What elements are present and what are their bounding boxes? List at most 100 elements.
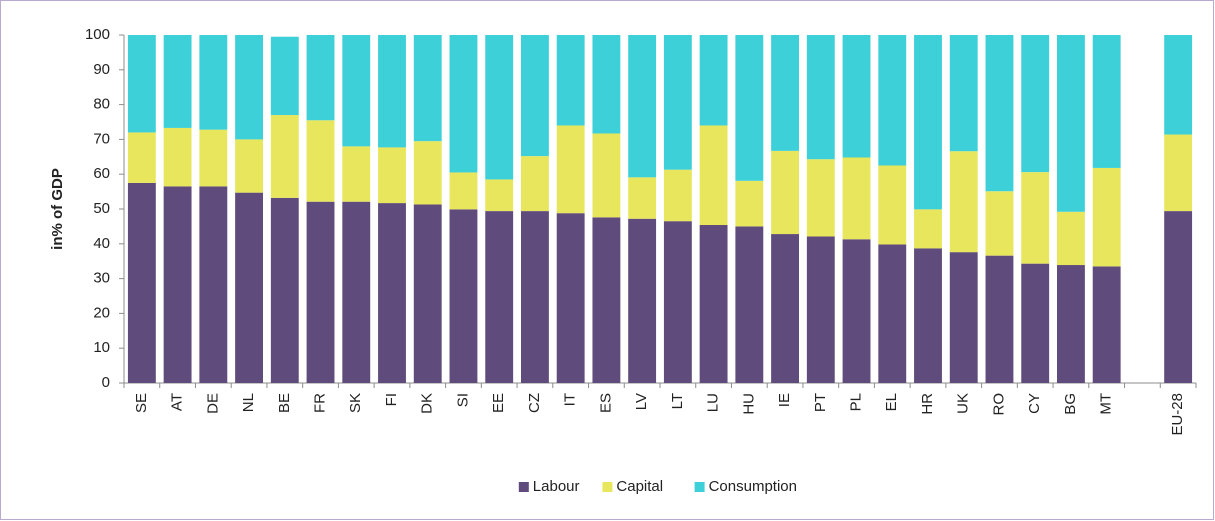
bar-segment [163,186,192,383]
bar-segment [235,139,264,193]
bar-segment [699,125,728,226]
bar-segment [949,35,978,152]
x-tick-label: BE [276,393,293,413]
bar-segment [806,159,835,237]
bar-segment [556,125,585,214]
bar-segment [985,35,1014,192]
bar-segment [127,35,156,133]
y-tick-label: 10 [93,339,110,356]
bar-segment [628,218,657,383]
bar-segment [771,35,800,151]
bar-segment [1056,211,1085,266]
x-tick-label: EE [490,393,507,413]
y-tick-label: 50 [93,200,110,217]
x-tick-label: PL [848,393,865,411]
bar-segment [914,209,942,249]
bar-segment [1021,172,1050,264]
x-tick-label: BG [1062,393,1079,415]
x-tick-label: DK [419,393,436,414]
x-tick-label: LT [669,393,686,409]
legend-swatch [602,482,613,492]
bar-segment [1164,211,1193,383]
x-tick-label: DE [204,393,221,414]
legend-swatch [518,482,529,492]
bar-segment [199,35,228,130]
bar-segment [628,177,657,219]
bar-segment [1021,263,1050,383]
bar-segment [306,35,335,121]
y-tick-label: 100 [85,26,110,43]
x-tick-label: CZ [526,393,543,413]
bar-segment [663,169,692,222]
y-tick-label: 60 [93,165,110,182]
bar-segment [378,203,406,383]
x-tick-label: NL [240,393,257,412]
bar-segment [163,35,192,128]
bar-segment [449,172,478,210]
x-tick-label: RO [990,393,1007,416]
x-tick-label: PT [812,393,829,412]
bar-segment [985,191,1014,256]
bar-segment [556,35,585,126]
x-tick-label: AT [169,393,186,411]
legend-label: Labour [533,478,580,495]
x-tick-label: FI [383,393,400,406]
bar-segment [735,35,764,181]
bar-segment [485,35,514,180]
bar-segment [413,35,442,142]
x-tick-label: EL [883,393,900,411]
bar-segment [699,35,728,126]
x-tick-label: EU-28 [1169,393,1186,436]
bar-segment [1164,35,1193,135]
bar-segment [485,211,514,383]
legend-label: Capital [616,478,663,495]
bar-segment [306,120,335,202]
bar-segment [342,146,371,202]
bar-segment [771,150,800,235]
x-tick-label: HU [740,393,757,415]
bar-segment [1092,35,1121,168]
bar-segment [413,141,442,205]
bar-segment [449,209,478,383]
x-tick-label: IT [562,393,579,406]
bar-segment [592,35,621,134]
x-tick-label: CY [1026,393,1043,414]
bar-segment [520,156,549,212]
bar-segment [878,165,907,245]
y-tick-label: 0 [102,374,110,391]
bar-segment [771,234,800,383]
bar-segment [1056,35,1085,212]
bar-segment [235,35,264,140]
bar-segment [878,35,907,166]
y-axis-label: in% of GDP [49,168,66,250]
bar-segment [949,151,978,253]
x-tick-label: UK [955,393,972,414]
x-tick-label: LU [705,393,722,412]
bar-segment [806,35,835,160]
bar-segment [878,244,907,383]
bar-segment [949,252,978,383]
x-tick-label: ES [597,393,614,413]
bar-segment [842,239,871,383]
bar-segment [235,192,264,383]
legend-label: Consumption [709,478,797,495]
bar-segment [842,35,871,158]
bar-segment [663,35,692,170]
x-tick-label: HR [919,393,936,415]
bar-segment [378,147,406,204]
bar-segment [342,201,371,383]
bar-segment [342,35,371,147]
y-tick-label: 40 [93,235,110,252]
bar-segment [127,132,156,183]
bar-segment [592,217,621,383]
bar-segment [985,255,1014,383]
bar-segment [163,127,192,187]
x-tick-label: SI [454,393,471,407]
bar-segment [1056,265,1085,383]
bar-segment [485,179,514,212]
bar-segment [520,35,549,157]
bar-segment [413,204,442,383]
bar-segment [628,35,657,178]
bar-segment [270,197,299,383]
y-tick-label: 20 [93,304,110,321]
